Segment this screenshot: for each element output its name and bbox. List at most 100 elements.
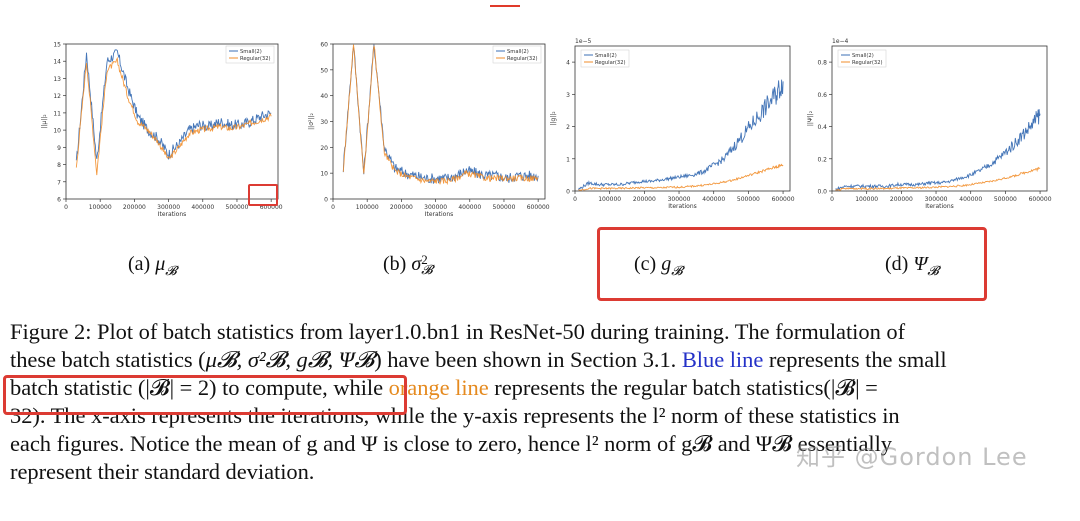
y-tick-label: 9 [57,145,61,152]
y-axis-label: ||Ψ||₂ [807,110,814,126]
y-tick-label: 3 [566,92,570,99]
legend-label: Regular(32) [852,60,883,66]
caption-line-3: batch statistic (|𝓑| = 2) to compute, wh… [10,375,878,400]
y-tick-label: 0.4 [817,124,827,131]
chart-a-svg: 6 7 8 9 10 11 12 13 14 15 0 100000 200000 300000 40000… [41,42,283,219]
x-tick-label: 600000 [1029,196,1052,203]
y-axis-label: ||g||₂ [550,111,557,126]
x-tick-label: 500000 [737,196,760,203]
legend: Small(2)Regular(32) [492,45,542,64]
subcaption-d: (d) Ψ𝓑 [885,253,939,278]
y-scale-label: 1e−4 [832,38,849,45]
subcaption-a: (a) μ𝓑 [128,253,177,278]
x-tick-label: 300000 [157,204,180,211]
plot-frame [65,43,279,200]
x-tick-label: 100000 [89,204,112,211]
legend-box [580,49,630,68]
chart-panel-a: 6 7 8 9 10 11 12 13 14 15 0 100000 200000 300000 40000… [38,40,288,220]
legend-label: Regular(32) [507,56,538,62]
x-axis-label: Iterations [425,211,454,218]
x-tick-label: 0 [331,204,335,211]
chart-d-svg: 0.0 0.2 0.4 0.6 0.8 0 100000 200000 300000 400000… [807,38,1052,210]
y-tick-label: 15 [53,42,61,49]
series-line-small [578,79,784,190]
legend-box [225,45,275,64]
chart-panel-d: 0.0 0.2 0.4 0.6 0.8 0 100000 200000 300000 400000… [807,34,1057,224]
x-tick-label: 300000 [668,196,691,203]
x-tick-label: 100000 [356,204,379,211]
x-tick-label: 200000 [633,196,656,203]
y-tick-label: 7 [57,179,61,186]
legend-label: Small(2) [595,53,617,59]
chart-plot-area: 0.0 0.2 0.4 0.6 0.8 0 100000 200000 300000 400000… [807,38,1052,210]
x-tick-label: 600000 [260,204,283,211]
y-axis-label: ||μ||₂ [41,114,48,129]
y-tick-label: 4 [566,60,570,67]
caption-line-6: represent their standard deviation. [10,459,315,484]
y-tick-label: 6 [57,197,61,204]
y-tick-label: 0.2 [817,156,827,163]
chart-plot-area: 6 7 8 9 10 11 12 13 14 15 0 100000 200000 300000 40000… [41,42,283,219]
y-tick-label: 10 [320,171,328,178]
legend: Small(2)Regular(32) [225,45,275,64]
series-line-regular [75,56,272,176]
x-tick-label: 300000 [925,196,948,203]
y-tick-label: 60 [320,42,328,49]
x-tick-label: 300000 [424,204,447,211]
series-line-small [835,109,1041,191]
legend-label: Small(2) [852,53,874,59]
y-axis-label: ||σ²||₂ [308,113,315,130]
x-tick-label: 500000 [493,204,516,211]
x-axis-label: Iterations [158,211,187,218]
blue-line-text: Blue line [681,347,764,372]
x-tick-label: 600000 [527,204,550,211]
watermark: 知乎 @Gordon Lee [796,443,1028,471]
chart-panel-b: 0 10 20 30 40 50 60 0 100000 200000 300000 400000 50… [305,40,555,220]
legend-box [492,45,542,64]
legend-label: Regular(32) [595,60,626,66]
plot-frame [831,45,1048,192]
subcaption-c: (c) g𝓑 [634,253,683,278]
highlight-box-panel-a [248,184,278,206]
y-tick-label: 11 [53,110,61,117]
x-tick-label: 0 [830,196,834,203]
y-tick-label: 2 [566,124,570,131]
x-tick-label: 400000 [191,204,214,211]
y-tick-label: 30 [320,119,328,126]
legend-label: Small(2) [507,49,529,55]
x-tick-label: 100000 [855,196,878,203]
y-tick-label: 0.0 [817,189,827,196]
chart-plot-area: 0 1 2 3 4 0 100000 200000 300000 400000 500000 6000… [550,38,795,210]
y-tick-label: 12 [53,93,61,100]
y-tick-label: 0.8 [817,60,827,67]
highlight-box-caption [3,375,407,415]
y-tick-label: 10 [53,128,61,135]
figure-caption: Figure 2: Plot of batch statistics from … [10,318,1072,486]
x-axis-label: Iterations [925,203,954,210]
x-tick-label: 100000 [598,196,621,203]
x-tick-label: 400000 [702,196,725,203]
legend-label: Regular(32) [240,56,271,62]
x-tick-label: 0 [64,204,68,211]
y-scale-label: 1e−5 [575,38,592,45]
plot-frame [574,45,791,192]
caption-line-4: 32). The x-axis represents the iteration… [10,403,900,428]
y-tick-label: 20 [320,145,328,152]
x-tick-label: 200000 [390,204,413,211]
caption-line-1: Figure 2: Plot of batch statistics from … [10,319,906,344]
caption-line-5: each figures. Notice the mean of g and Ψ… [10,431,893,456]
chart-c-svg: 0 1 2 3 4 0 100000 200000 300000 400000 500000 6000… [550,38,795,210]
series-line-regular [835,166,1041,191]
legend-label: Small(2) [240,49,262,55]
y-tick-label: 0.6 [817,92,827,99]
x-tick-label: 200000 [890,196,913,203]
chart-b-svg: 0 10 20 30 40 50 60 0 100000 200000 300000 400000 50… [308,42,550,219]
highlight-box-cd [597,227,987,301]
y-tick-label: 0 [566,189,570,196]
x-tick-label: 500000 [994,196,1017,203]
series-line-small [75,49,272,161]
chart-plot-area: 0 10 20 30 40 50 60 0 100000 200000 300000 400000 50… [308,42,550,219]
legend: Small(2)Regular(32) [837,49,887,68]
x-tick-label: 200000 [123,204,146,211]
